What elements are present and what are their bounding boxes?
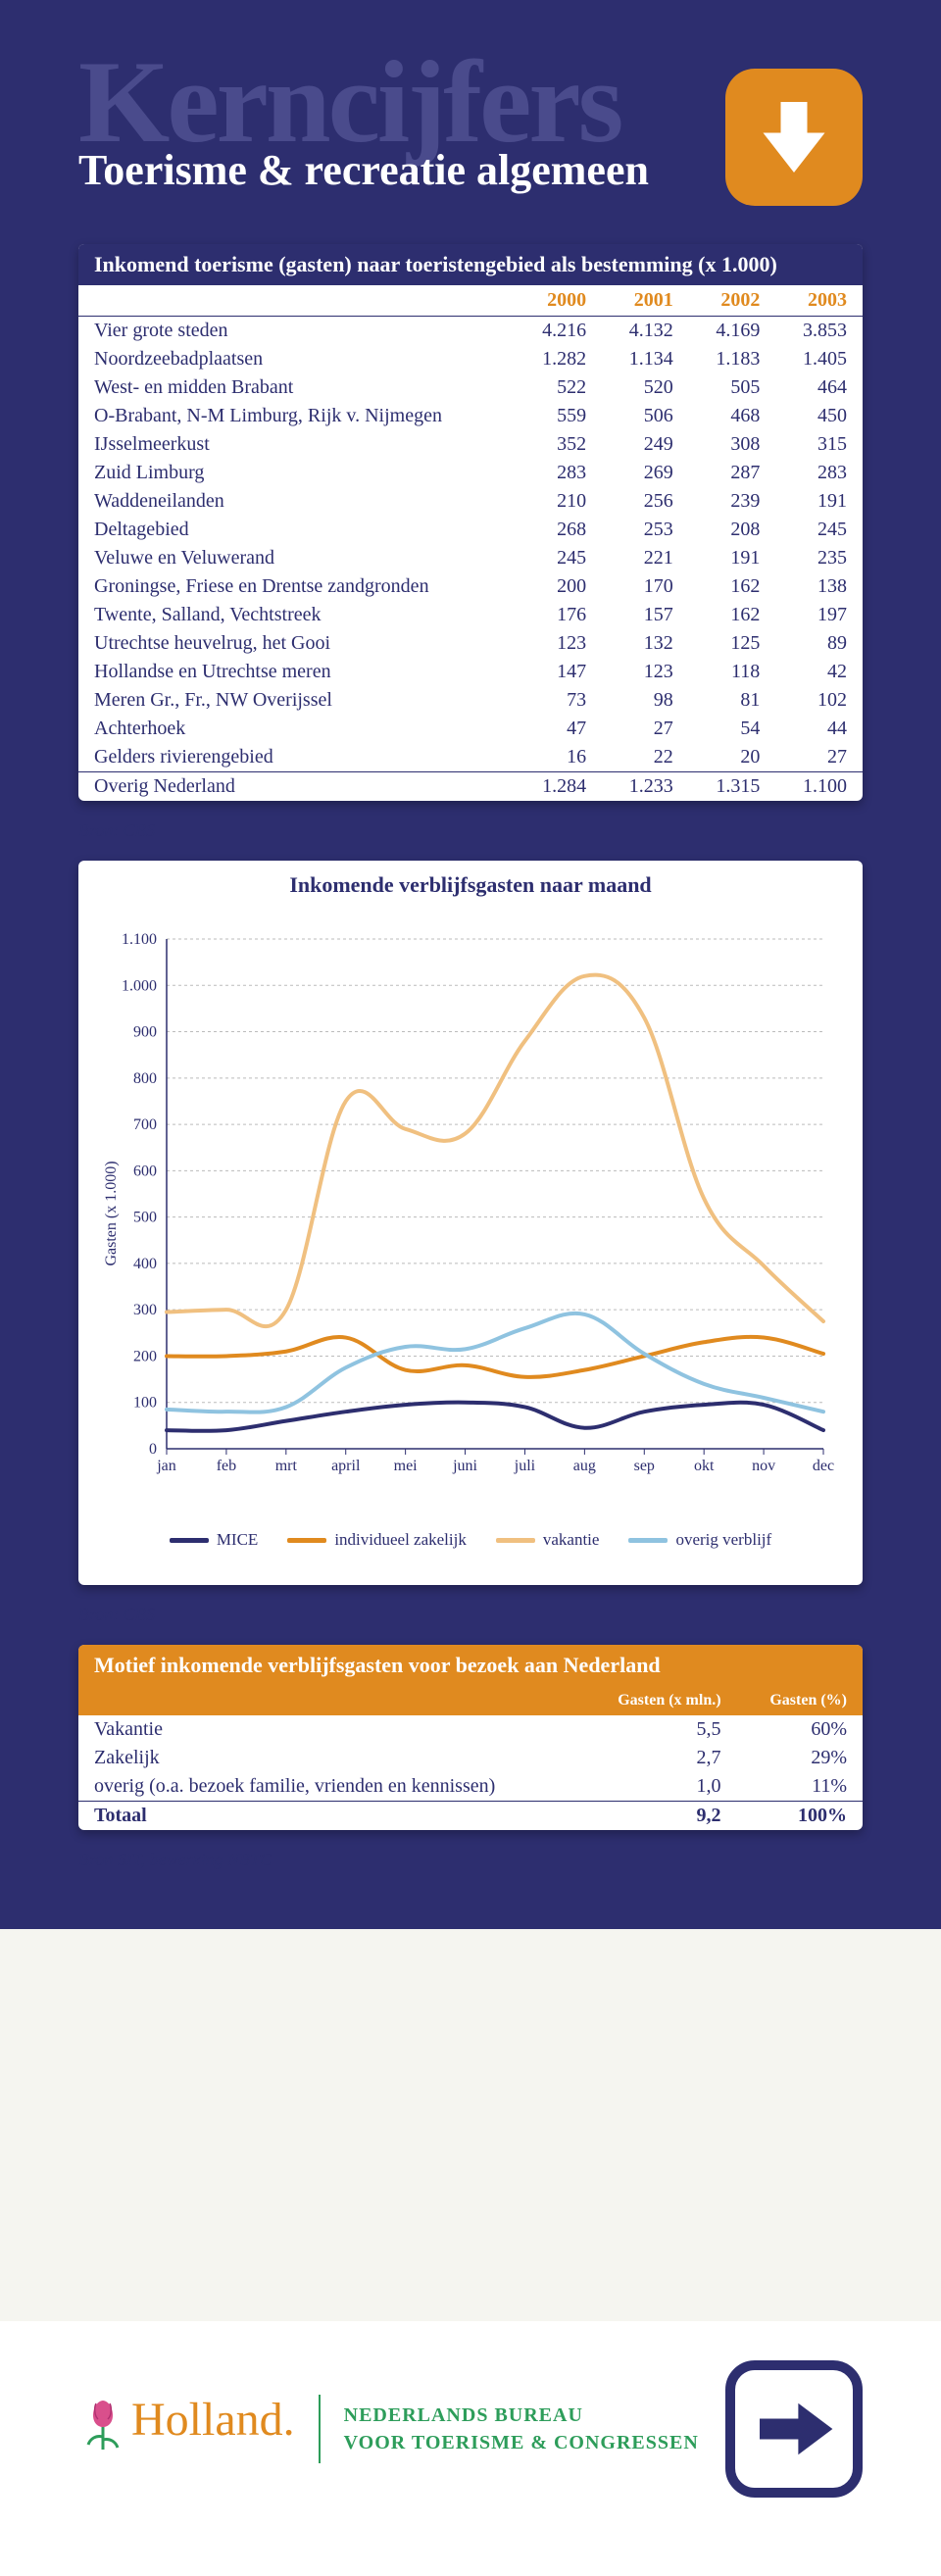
footer-line2: VOOR TOERISME & CONGRESSEN [344, 2429, 699, 2456]
svg-text:1.100: 1.100 [122, 931, 157, 948]
table-row: O-Brabant, N-M Limburg, Rijk v. Nijmegen… [78, 402, 863, 430]
table1-total-row: Overig Nederland1.2841.2331.3151.100 [78, 772, 863, 802]
svg-text:feb: feb [217, 1458, 236, 1474]
footer-line1: NEDERLANDS BUREAU [344, 2402, 699, 2429]
svg-text:dec: dec [813, 1458, 834, 1474]
table-row: overig (o.a. bezoek familie, vrienden en… [78, 1772, 863, 1802]
page: Kerncijfers Toerisme & recreatie algemee… [0, 0, 941, 1929]
next-icon [725, 2360, 863, 2498]
svg-text:700: 700 [133, 1116, 157, 1133]
table2-source: Bron SIT, bewerking NBTC [78, 1850, 863, 1870]
svg-text:okt: okt [694, 1458, 715, 1474]
table1-col-header: 2000 [515, 285, 602, 317]
table1-source: Bron: CBS [78, 820, 863, 841]
svg-text:300: 300 [133, 1302, 157, 1318]
table2-panel: Motief inkomende verblijfsgasten voor be… [78, 1645, 863, 1830]
table1-col-header: 2001 [602, 285, 689, 317]
svg-text:sep: sep [634, 1458, 655, 1474]
svg-text:mrt: mrt [275, 1458, 298, 1474]
legend-label: vakantie [543, 1530, 600, 1550]
legend-swatch [628, 1538, 668, 1543]
table2: Gasten (x mln.)Gasten (%) Vakantie5,560%… [78, 1686, 863, 1830]
table1: 2000200120022003 Vier grote steden4.2164… [78, 285, 863, 801]
chart-legend: MICE individueel zakelijk vakantie overig v… [98, 1522, 843, 1565]
table2-col-header: Gasten (x mln.) [580, 1686, 736, 1715]
legend-item: overig verblijf [628, 1530, 771, 1550]
table-row: Gelders rivierengebied16222027 [78, 743, 863, 772]
footer-divider [319, 2395, 321, 2463]
legend-item: individueel zakelijk [287, 1530, 467, 1550]
tulip-icon [78, 2396, 127, 2465]
table-row: Zuid Limburg283269287283 [78, 459, 863, 487]
svg-text:jan: jan [156, 1458, 176, 1474]
footer-org: NEDERLANDS BUREAU VOOR TOERISME & CONGRE… [344, 2402, 699, 2456]
svg-text:1.000: 1.000 [122, 977, 157, 994]
svg-text:900: 900 [133, 1024, 157, 1041]
table2-col-header [78, 1686, 580, 1715]
svg-text:400: 400 [133, 1256, 157, 1272]
svg-text:aug: aug [573, 1458, 596, 1474]
legend-swatch [287, 1538, 326, 1543]
svg-text:mei: mei [394, 1458, 419, 1474]
table-row: IJsselmeerkust352249308315 [78, 430, 863, 459]
chart-title: Inkomende verblijfsgasten naar maand [78, 861, 863, 910]
svg-text:juni: juni [452, 1458, 477, 1474]
table-row: Achterhoek47275444 [78, 715, 863, 743]
legend-label: MICE [217, 1530, 259, 1550]
table1-col-header: 2003 [775, 285, 863, 317]
chart-wrapper: Inkomende verblijfsgasten naar maand 0 10… [0, 861, 941, 1585]
chart-area: 0 100 200 300 400 500 600 700 800 900 1.000 1.100 ja… [78, 910, 863, 1585]
legend-item: MICE [170, 1530, 259, 1550]
svg-text:200: 200 [133, 1348, 157, 1364]
legend-swatch [496, 1538, 535, 1543]
svg-text:nov: nov [752, 1458, 775, 1474]
svg-text:0: 0 [149, 1441, 157, 1458]
chart-source: Bron: CBS [78, 1605, 863, 1625]
svg-text:600: 600 [133, 1163, 157, 1179]
footer: Holland. NEDERLANDS BUREAU VOOR TOERISME… [0, 2321, 941, 2576]
table2-total-row: Totaal9,2100% [78, 1802, 863, 1831]
table2-title-text: Motief inkomende verblijfsgasten voor be… [94, 1653, 847, 1678]
header: Kerncijfers Toerisme & recreatie algemee… [0, 0, 941, 224]
table1-col-header: 2002 [689, 285, 776, 317]
svg-text:april: april [331, 1458, 361, 1474]
legend-label: individueel zakelijk [334, 1530, 467, 1550]
table2-title: Motief inkomende verblijfsgasten voor be… [78, 1645, 863, 1686]
table2-col-header: Gasten (%) [737, 1686, 863, 1715]
line-chart: 0 100 200 300 400 500 600 700 800 900 1.000 1.100 ja… [98, 910, 843, 1517]
svg-text:juli: juli [514, 1458, 536, 1474]
table-row: Utrechtse heuvelrug, het Gooi12313212589 [78, 629, 863, 658]
table-row: Vakantie5,560% [78, 1715, 863, 1744]
table-row: Hollandse en Utrechtse meren14712311842 [78, 658, 863, 686]
table-row: Twente, Salland, Vechtstreek176157162197 [78, 601, 863, 629]
table-row: Zakelijk2,729% [78, 1744, 863, 1772]
table1-title: Inkomend toerisme (gasten) naar toeriste… [78, 244, 863, 285]
table-row: Vier grote steden4.2164.1324.1693.853 [78, 317, 863, 346]
legend-swatch [170, 1538, 209, 1543]
table-row: West- en midden Brabant522520505464 [78, 373, 863, 402]
chart-panel: Inkomende verblijfsgasten naar maand 0 10… [78, 861, 863, 1585]
holland-logo: Holland. [78, 2393, 295, 2466]
svg-text:100: 100 [133, 1395, 157, 1412]
table-row: Waddeneilanden210256239191 [78, 487, 863, 516]
table-row: Groningse, Friese en Drentse zandgronden… [78, 572, 863, 601]
table-row: Deltagebied268253208245 [78, 516, 863, 544]
table1-col-header [78, 285, 515, 317]
holland-logo-text: Holland. [131, 2394, 295, 2446]
svg-text:800: 800 [133, 1070, 157, 1087]
table-row: Meren Gr., Fr., NW Overijssel739881102 [78, 686, 863, 715]
svg-text:Gasten (x 1.000): Gasten (x 1.000) [103, 1161, 120, 1265]
table-row: Veluwe en Veluwerand245221191235 [78, 544, 863, 572]
legend-item: vakantie [496, 1530, 600, 1550]
download-icon [725, 69, 863, 206]
footer-left: Holland. NEDERLANDS BUREAU VOOR TOERISME… [78, 2393, 699, 2466]
svg-text:500: 500 [133, 1210, 157, 1226]
legend-label: overig verblijf [675, 1530, 771, 1550]
table1-panel: Inkomend toerisme (gasten) naar toeriste… [78, 244, 863, 801]
table-row: Noordzeebadplaatsen1.2821.1341.1831.405 [78, 345, 863, 373]
